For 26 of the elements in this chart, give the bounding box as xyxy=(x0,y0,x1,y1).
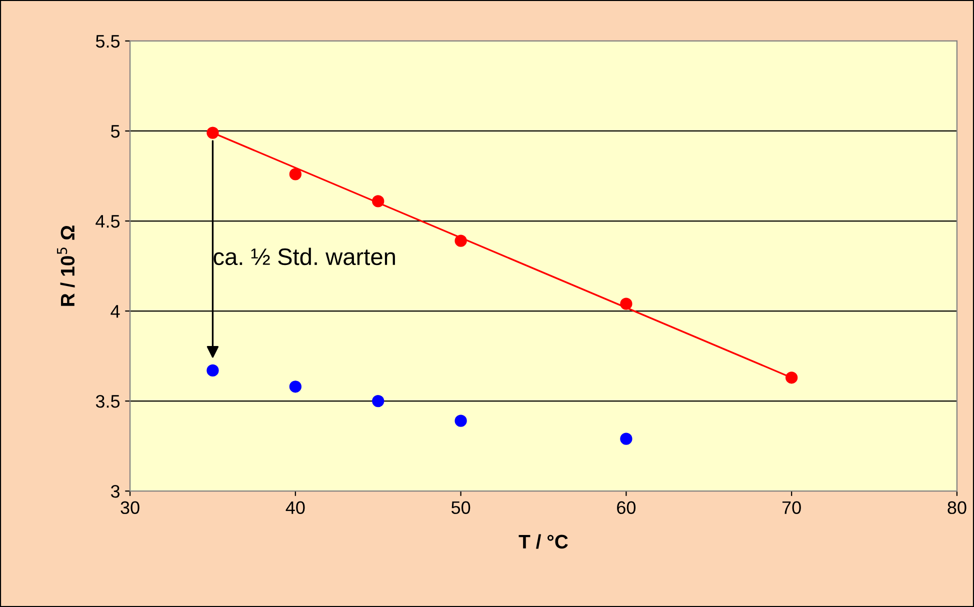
y-tick-label: 5 xyxy=(110,125,120,138)
y-tick-label: 3.5 xyxy=(96,394,120,408)
point xyxy=(206,364,219,377)
x-tick-label: 80 xyxy=(948,501,966,514)
point xyxy=(454,414,467,427)
point xyxy=(372,195,384,208)
point xyxy=(785,372,798,384)
annotation: ca. ½ Std. warten xyxy=(214,248,395,266)
point xyxy=(620,298,632,310)
point xyxy=(289,168,302,180)
point xyxy=(454,234,467,247)
y-axis-title: R / 10$^{5}$ Ω xyxy=(57,226,75,306)
x-tick-label: 30 xyxy=(120,501,140,514)
y-tick-label: 4.5 xyxy=(96,215,120,228)
x-tick-label: 40 xyxy=(286,501,305,514)
x-tick-label: 50 xyxy=(451,501,470,514)
point xyxy=(289,380,302,393)
y-tick-label: 4 xyxy=(110,305,120,318)
point xyxy=(206,126,219,139)
point xyxy=(620,432,632,445)
x-tick-label: 70 xyxy=(782,501,801,514)
x-tick-label: 60 xyxy=(617,501,636,514)
y-tick-label: 3 xyxy=(110,484,120,498)
point xyxy=(372,394,384,408)
y-tick-label: 5.5 xyxy=(96,35,120,48)
x-axis-title: T / °C xyxy=(518,534,568,549)
